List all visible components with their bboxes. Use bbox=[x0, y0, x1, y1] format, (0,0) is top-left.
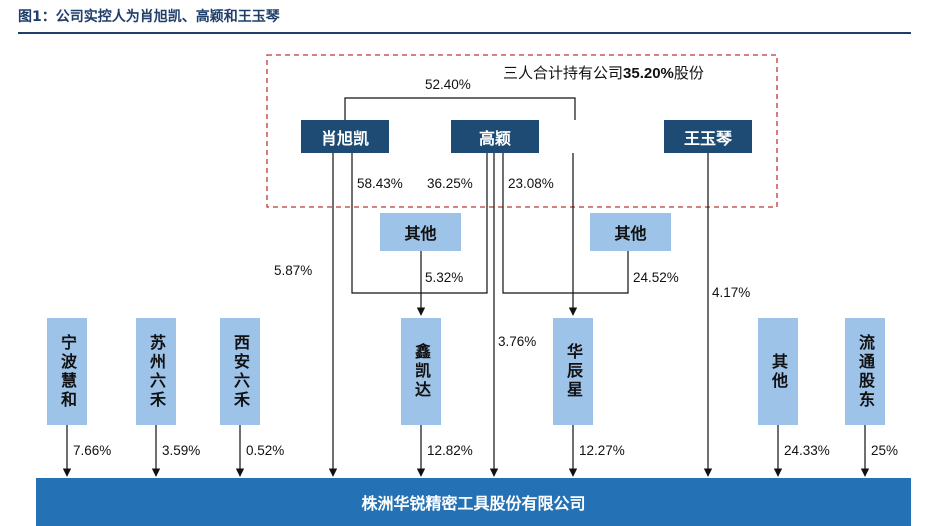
label-others-xinkaida: 5.32% bbox=[425, 270, 464, 285]
label-gao-xinkaida: 36.25% bbox=[427, 176, 473, 191]
person-wang-yuqin: 王玉琴 bbox=[664, 120, 752, 153]
pct-huachenxing: 12.27% bbox=[579, 443, 625, 458]
label-xiao-company: 5.87% bbox=[274, 263, 313, 278]
combined-holding-note: 三人合计持有公司35.20%股份 bbox=[503, 62, 704, 83]
label-xiao-xinkaida: 58.43% bbox=[357, 176, 403, 191]
shareholder-xinkaida: 鑫凯达 bbox=[401, 318, 441, 425]
figure-title: 图1：公司实控人为肖旭凯、高颖和王玉琴 bbox=[18, 9, 280, 25]
link-xiao-gao bbox=[344, 97, 576, 120]
pct-xian-liuhe: 0.52% bbox=[246, 443, 285, 458]
pct-suzhou-liuhe: 3.59% bbox=[162, 443, 201, 458]
pct-xinkaida: 12.82% bbox=[427, 443, 473, 458]
person-gao-ying: 高颖 bbox=[451, 120, 539, 153]
pct-ningbo-huihe: 7.66% bbox=[73, 443, 112, 458]
label-gao-company: 3.76% bbox=[498, 334, 537, 349]
shareholder-suzhou-liuhe: 苏州六禾 bbox=[136, 318, 176, 425]
pct-others: 24.33% bbox=[784, 443, 830, 458]
others-box-right: 其他 bbox=[590, 213, 671, 251]
link-gao-xinkaida bbox=[421, 153, 488, 294]
link-xiao-xinkaida bbox=[351, 153, 421, 294]
note-value: 35.20% bbox=[623, 65, 674, 82]
shareholder-xian-liuhe: 西安六禾 bbox=[220, 318, 260, 425]
others-box-left: 其他 bbox=[380, 213, 461, 251]
company-bar: 株洲华锐精密工具股份有限公司 bbox=[36, 478, 911, 526]
shareholder-huachenxing: 华辰星 bbox=[553, 318, 593, 425]
note-suffix: 股份 bbox=[673, 64, 704, 82]
label-wang-company: 4.17% bbox=[712, 285, 751, 300]
title-divider bbox=[18, 32, 911, 34]
shareholder-float: 流通股东 bbox=[845, 318, 885, 425]
link-others-huachenxing bbox=[573, 251, 629, 294]
note-prefix: 三人合计持有公司 bbox=[503, 64, 624, 82]
person-xiao-xukai: 肖旭凯 bbox=[301, 120, 389, 153]
shareholder-ningbo-huihe: 宁波慧和 bbox=[47, 318, 87, 425]
pct-float: 25% bbox=[871, 443, 899, 458]
shareholder-others: 其他 bbox=[758, 318, 798, 425]
controllers-dashed-frame bbox=[266, 54, 778, 208]
label-gao-huachenxing: 23.08% bbox=[508, 176, 554, 191]
link-gao-huachenxing bbox=[502, 153, 573, 294]
label-xiao-gao: 52.40% bbox=[425, 77, 471, 92]
label-others-huachenxing: 24.52% bbox=[633, 270, 679, 285]
